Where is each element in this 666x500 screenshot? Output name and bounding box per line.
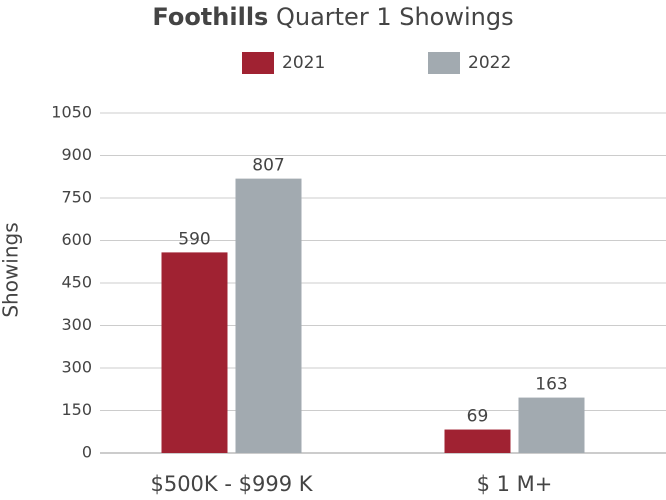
bar (444, 429, 511, 453)
bar (161, 252, 228, 453)
title-text: Quarter 1 Showings (276, 3, 514, 31)
y-tick-label: 0 (82, 443, 92, 462)
legend-swatch (428, 52, 460, 74)
legend-label: 2022 (468, 53, 511, 73)
x-tick-label: $ 1 M+ (477, 472, 553, 496)
data-label: 807 (252, 156, 284, 176)
title-emphasis: Foothills (152, 3, 268, 31)
y-tick-label: 1050 (51, 103, 92, 122)
chart-title: Foothills Quarter 1 Showings (152, 3, 513, 31)
y-tick-label: 150 (61, 400, 92, 419)
data-label: 163 (535, 375, 567, 395)
y-tick-label: 750 (61, 188, 92, 207)
bar (235, 178, 302, 453)
y-tick-label: 450 (61, 273, 92, 292)
x-tick-label: $500K - $999 K (150, 472, 313, 496)
data-label: 69 (467, 407, 489, 427)
legend-swatch (242, 52, 274, 74)
y-tick-label: 300 (61, 315, 92, 334)
data-label: 590 (178, 229, 210, 249)
bar (518, 397, 585, 453)
y-axis-label: Showings (0, 222, 23, 317)
y-tick-label: 600 (61, 230, 92, 249)
y-tick-label: 900 (61, 145, 92, 164)
legend-label: 2021 (282, 53, 325, 73)
y-tick-label: 300 (61, 358, 92, 377)
